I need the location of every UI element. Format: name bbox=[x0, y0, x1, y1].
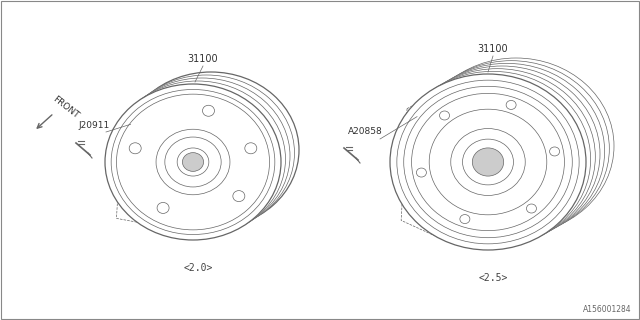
Text: A156001284: A156001284 bbox=[584, 305, 632, 314]
Ellipse shape bbox=[118, 75, 294, 231]
Ellipse shape bbox=[404, 66, 600, 242]
Text: A20858: A20858 bbox=[348, 127, 383, 137]
Text: <2.0>: <2.0> bbox=[183, 263, 212, 273]
Ellipse shape bbox=[395, 71, 591, 247]
Ellipse shape bbox=[506, 100, 516, 109]
Ellipse shape bbox=[157, 203, 169, 213]
Ellipse shape bbox=[390, 74, 586, 250]
Ellipse shape bbox=[114, 78, 290, 234]
Ellipse shape bbox=[417, 168, 426, 177]
Ellipse shape bbox=[129, 143, 141, 154]
Text: 31100: 31100 bbox=[477, 44, 508, 54]
Text: 31100: 31100 bbox=[188, 54, 218, 64]
Ellipse shape bbox=[463, 139, 513, 185]
Ellipse shape bbox=[460, 214, 470, 224]
Ellipse shape bbox=[409, 63, 605, 239]
Ellipse shape bbox=[105, 84, 281, 240]
Text: <2.5>: <2.5> bbox=[478, 273, 508, 283]
Ellipse shape bbox=[245, 143, 257, 154]
Text: FRONT: FRONT bbox=[51, 94, 81, 120]
Ellipse shape bbox=[472, 148, 504, 176]
Ellipse shape bbox=[123, 72, 299, 228]
Ellipse shape bbox=[399, 69, 595, 245]
Ellipse shape bbox=[527, 204, 536, 213]
Ellipse shape bbox=[182, 153, 204, 172]
Ellipse shape bbox=[233, 191, 245, 202]
Ellipse shape bbox=[413, 61, 609, 237]
Polygon shape bbox=[116, 96, 171, 228]
Ellipse shape bbox=[202, 105, 214, 116]
Ellipse shape bbox=[177, 148, 209, 176]
Ellipse shape bbox=[109, 81, 285, 237]
Text: J20911: J20911 bbox=[78, 121, 109, 130]
Polygon shape bbox=[401, 84, 453, 244]
Ellipse shape bbox=[440, 111, 449, 120]
Ellipse shape bbox=[550, 147, 559, 156]
Ellipse shape bbox=[418, 58, 614, 234]
